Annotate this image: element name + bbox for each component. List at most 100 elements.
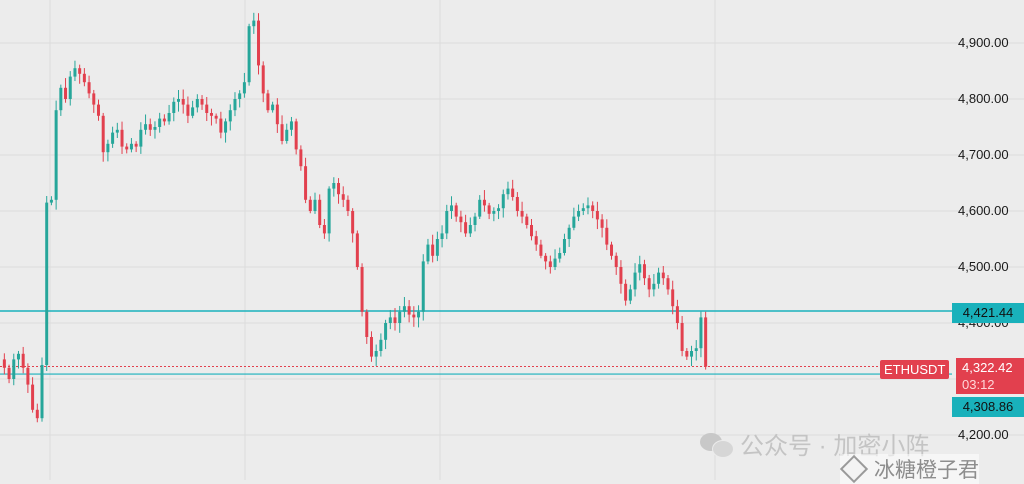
- candle-body: [440, 233, 444, 239]
- candle-body: [445, 211, 449, 234]
- candle-body: [261, 65, 265, 94]
- candle-body: [511, 188, 515, 197]
- candle-body: [412, 314, 416, 318]
- candle-body: [675, 306, 679, 323]
- candle-body: [294, 121, 298, 150]
- candle-body: [435, 239, 439, 256]
- candle-body: [704, 317, 708, 367]
- candle-body: [78, 68, 82, 74]
- current-price-value: 4,322.42: [962, 360, 1013, 375]
- lower-line-price-tag[interactable]: 4,308.86: [952, 397, 1024, 417]
- candle-body: [666, 278, 670, 290]
- candle-body: [224, 121, 228, 133]
- candle-body: [577, 211, 581, 217]
- candle-body: [271, 104, 275, 111]
- candle-body: [299, 149, 303, 167]
- candle-body: [487, 205, 491, 214]
- candle-body: [162, 118, 166, 122]
- candle-body: [379, 339, 383, 351]
- candle-body: [610, 244, 614, 256]
- candle-body: [567, 227, 571, 239]
- candle-body: [351, 211, 355, 234]
- upper-line-price-tag[interactable]: 4,421.44: [952, 303, 1024, 323]
- candle-body: [482, 199, 486, 206]
- candle-body: [628, 289, 632, 301]
- candle-body: [289, 121, 293, 130]
- candle-body: [360, 267, 364, 312]
- candle-body: [68, 76, 72, 99]
- candle-body: [605, 227, 609, 245]
- candle-body: [671, 289, 675, 307]
- candle-body: [219, 118, 223, 133]
- candle-body: [129, 143, 133, 150]
- candle-body: [534, 236, 538, 245]
- candle-body: [680, 323, 684, 351]
- candle-body: [332, 183, 336, 189]
- candle-body: [530, 225, 533, 237]
- candle-body: [125, 146, 129, 150]
- candle-body: [120, 129, 124, 147]
- candle-body: [45, 202, 49, 365]
- candle-body: [139, 129, 143, 147]
- candle-body: [158, 118, 162, 127]
- candle-body: [7, 367, 11, 379]
- candle-body: [200, 99, 204, 105]
- candle-body: [54, 110, 58, 200]
- candle-body: [515, 197, 519, 211]
- candle-body: [652, 283, 656, 290]
- y-tick-label: 4,600.00: [958, 203, 1009, 218]
- candle-body: [661, 272, 665, 279]
- candle-body: [214, 115, 218, 119]
- candle-body: [209, 113, 213, 116]
- candle-body: [365, 311, 369, 337]
- candle-body: [407, 306, 411, 315]
- candle-body: [285, 129, 289, 141]
- candle-body: [111, 132, 115, 144]
- candle-body: [318, 199, 322, 225]
- candle-body: [398, 311, 402, 323]
- candle-body: [393, 317, 397, 323]
- candle-body: [558, 253, 562, 259]
- candle-body: [12, 359, 16, 379]
- candle-body: [417, 311, 421, 318]
- candle-body: [431, 244, 435, 256]
- candle-body: [247, 26, 251, 83]
- candle-body: [40, 365, 44, 419]
- candle-body: [167, 113, 171, 122]
- candle-body: [595, 211, 599, 220]
- candle-body: [96, 104, 100, 116]
- candle-body: [115, 129, 119, 133]
- y-tick-label: 4,200.00: [958, 427, 1009, 442]
- candle-body: [280, 124, 284, 141]
- candle-body: [459, 216, 463, 223]
- candle-body: [257, 20, 261, 66]
- candle-body: [421, 261, 425, 312]
- candle-body: [26, 367, 30, 385]
- candle-body: [642, 264, 646, 279]
- y-tick-label: 4,500.00: [958, 259, 1009, 274]
- candle-body: [369, 337, 373, 357]
- candle-body: [144, 124, 148, 130]
- y-tick-label: 4,800.00: [958, 91, 1009, 106]
- candle-body: [478, 199, 482, 217]
- watermark-line-2: 冰糖橙子君: [839, 454, 979, 484]
- candle-body: [520, 211, 524, 217]
- candle-body: [562, 239, 566, 253]
- candle-body: [186, 104, 190, 116]
- candle-body: [473, 216, 477, 225]
- candle-body: [195, 99, 199, 108]
- candle-body: [31, 384, 35, 410]
- candle-body: [242, 82, 246, 94]
- candle-body: [384, 323, 388, 340]
- candle-countdown: 03:12: [962, 377, 995, 392]
- candle-body: [624, 283, 628, 301]
- candle-body: [64, 87, 68, 99]
- candle-body: [586, 205, 590, 209]
- candle-body: [572, 216, 576, 228]
- candle-body: [21, 353, 25, 368]
- candle-body: [337, 183, 341, 195]
- candle-body: [304, 166, 308, 200]
- candle-body: [346, 199, 350, 211]
